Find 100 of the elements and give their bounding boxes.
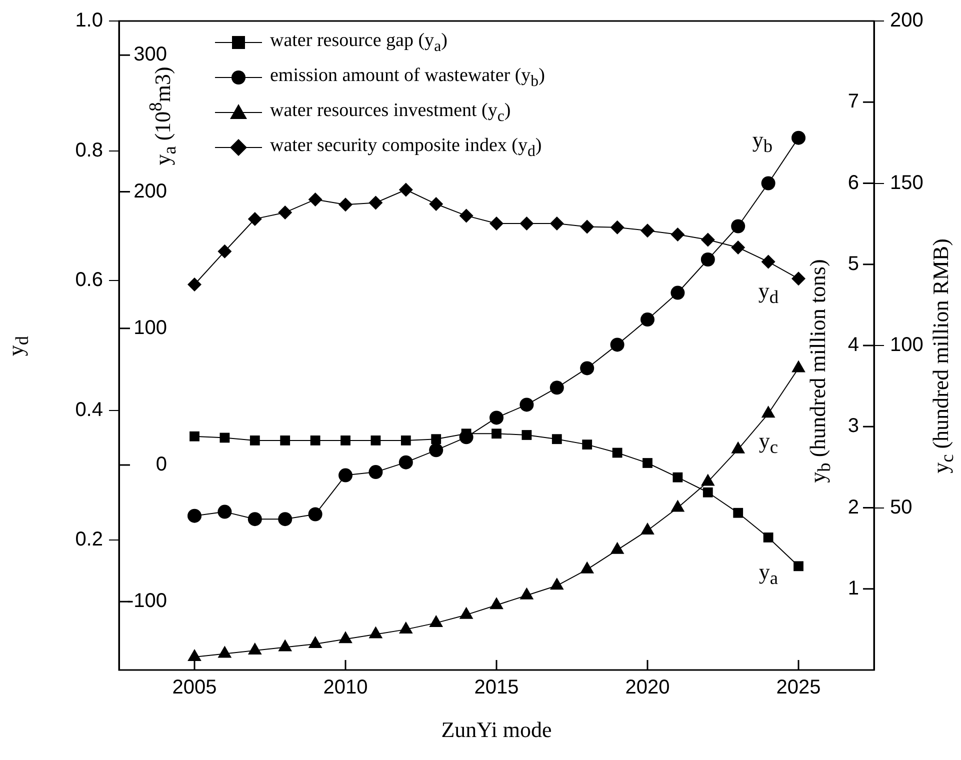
point bbox=[582, 440, 592, 450]
point bbox=[431, 434, 442, 444]
point bbox=[670, 228, 685, 242]
point bbox=[278, 512, 292, 526]
point bbox=[640, 224, 654, 238]
x-tick-label: 2005 bbox=[172, 676, 217, 699]
point bbox=[248, 212, 262, 226]
y-tick-label: 0 bbox=[156, 454, 167, 476]
point bbox=[580, 361, 594, 376]
point bbox=[398, 455, 413, 470]
y3-tick-label: 50 bbox=[890, 496, 912, 518]
point bbox=[250, 436, 260, 446]
x-axis-title: ZunYi mode bbox=[441, 717, 552, 743]
point bbox=[761, 406, 776, 418]
point bbox=[580, 220, 594, 234]
y3-tick-label: 150 bbox=[890, 172, 924, 194]
point bbox=[218, 244, 232, 258]
y-tick-label: 100 bbox=[134, 316, 167, 339]
point bbox=[520, 216, 534, 230]
point bbox=[308, 192, 322, 206]
point bbox=[308, 507, 322, 522]
point bbox=[398, 182, 413, 197]
y-tick-label: 0.2 bbox=[75, 528, 103, 551]
point bbox=[429, 443, 444, 458]
point bbox=[400, 436, 411, 446]
point bbox=[340, 436, 350, 446]
point bbox=[610, 338, 624, 352]
point bbox=[761, 254, 776, 269]
point bbox=[188, 649, 202, 662]
y-tick-label: 1.0 bbox=[75, 10, 103, 32]
point bbox=[520, 398, 534, 412]
point bbox=[218, 646, 232, 658]
point bbox=[368, 196, 383, 210]
point bbox=[550, 578, 564, 590]
point bbox=[280, 436, 290, 446]
y3-tick-label: 100 bbox=[890, 334, 924, 356]
point bbox=[550, 380, 564, 395]
y2-tick-label: 5 bbox=[848, 252, 859, 275]
y3-tick-label: 200 bbox=[890, 10, 924, 32]
point bbox=[490, 597, 504, 610]
point bbox=[459, 208, 474, 223]
y2-tick-label: 4 bbox=[848, 334, 859, 356]
point bbox=[429, 197, 444, 212]
point bbox=[792, 360, 806, 372]
y-tick-label: 300 bbox=[134, 44, 167, 66]
point bbox=[731, 441, 746, 454]
point bbox=[700, 474, 715, 486]
point bbox=[368, 465, 383, 480]
y-tick-label: 200 bbox=[134, 180, 167, 202]
point bbox=[672, 472, 683, 482]
point bbox=[220, 432, 230, 443]
point bbox=[580, 561, 594, 574]
point bbox=[700, 232, 715, 247]
point bbox=[492, 428, 502, 439]
legend-label: water resources investment (y$_{c}$) bbox=[270, 100, 511, 126]
point bbox=[368, 626, 383, 638]
x-tick-label: 2025 bbox=[776, 676, 821, 699]
y2-tick-label: 7 bbox=[848, 90, 859, 113]
point bbox=[278, 205, 292, 220]
point bbox=[731, 240, 746, 254]
y-tick-label: 0.4 bbox=[75, 398, 103, 421]
point bbox=[190, 431, 200, 442]
point bbox=[459, 606, 474, 619]
x-tick-label: 2020 bbox=[625, 676, 670, 699]
point bbox=[700, 252, 715, 267]
point bbox=[552, 434, 562, 444]
y-tick-label: 0.8 bbox=[75, 139, 103, 162]
point bbox=[338, 198, 352, 212]
point bbox=[370, 436, 381, 446]
point bbox=[794, 561, 804, 572]
point bbox=[640, 312, 654, 327]
point bbox=[338, 631, 352, 644]
y-tick-label: 0.6 bbox=[75, 269, 103, 292]
point bbox=[398, 621, 413, 634]
point bbox=[670, 500, 685, 512]
annotation: y$_{d}$ bbox=[758, 277, 779, 308]
point bbox=[550, 216, 564, 230]
y2-tick-label: 1 bbox=[848, 577, 859, 600]
point bbox=[761, 176, 776, 190]
point bbox=[702, 487, 713, 498]
y-tick-label: -100 bbox=[126, 590, 167, 612]
point bbox=[429, 614, 444, 627]
point bbox=[670, 286, 685, 300]
point bbox=[642, 458, 652, 468]
legend-label: emission amount of wastewater (y$_{b}$) bbox=[270, 64, 545, 90]
annotation: y$_{b}$ bbox=[752, 126, 773, 158]
point bbox=[520, 587, 534, 600]
point bbox=[308, 636, 322, 648]
point bbox=[610, 220, 624, 234]
point bbox=[278, 639, 292, 652]
x-tick-label: 2010 bbox=[323, 676, 368, 699]
y2-tick-label: 6 bbox=[848, 172, 859, 194]
point bbox=[640, 522, 654, 534]
y2-tick-label: 3 bbox=[848, 415, 859, 438]
point bbox=[612, 448, 622, 458]
point bbox=[792, 130, 806, 145]
point bbox=[188, 508, 202, 523]
point bbox=[248, 642, 262, 655]
point bbox=[522, 430, 532, 440]
point bbox=[248, 512, 262, 526]
